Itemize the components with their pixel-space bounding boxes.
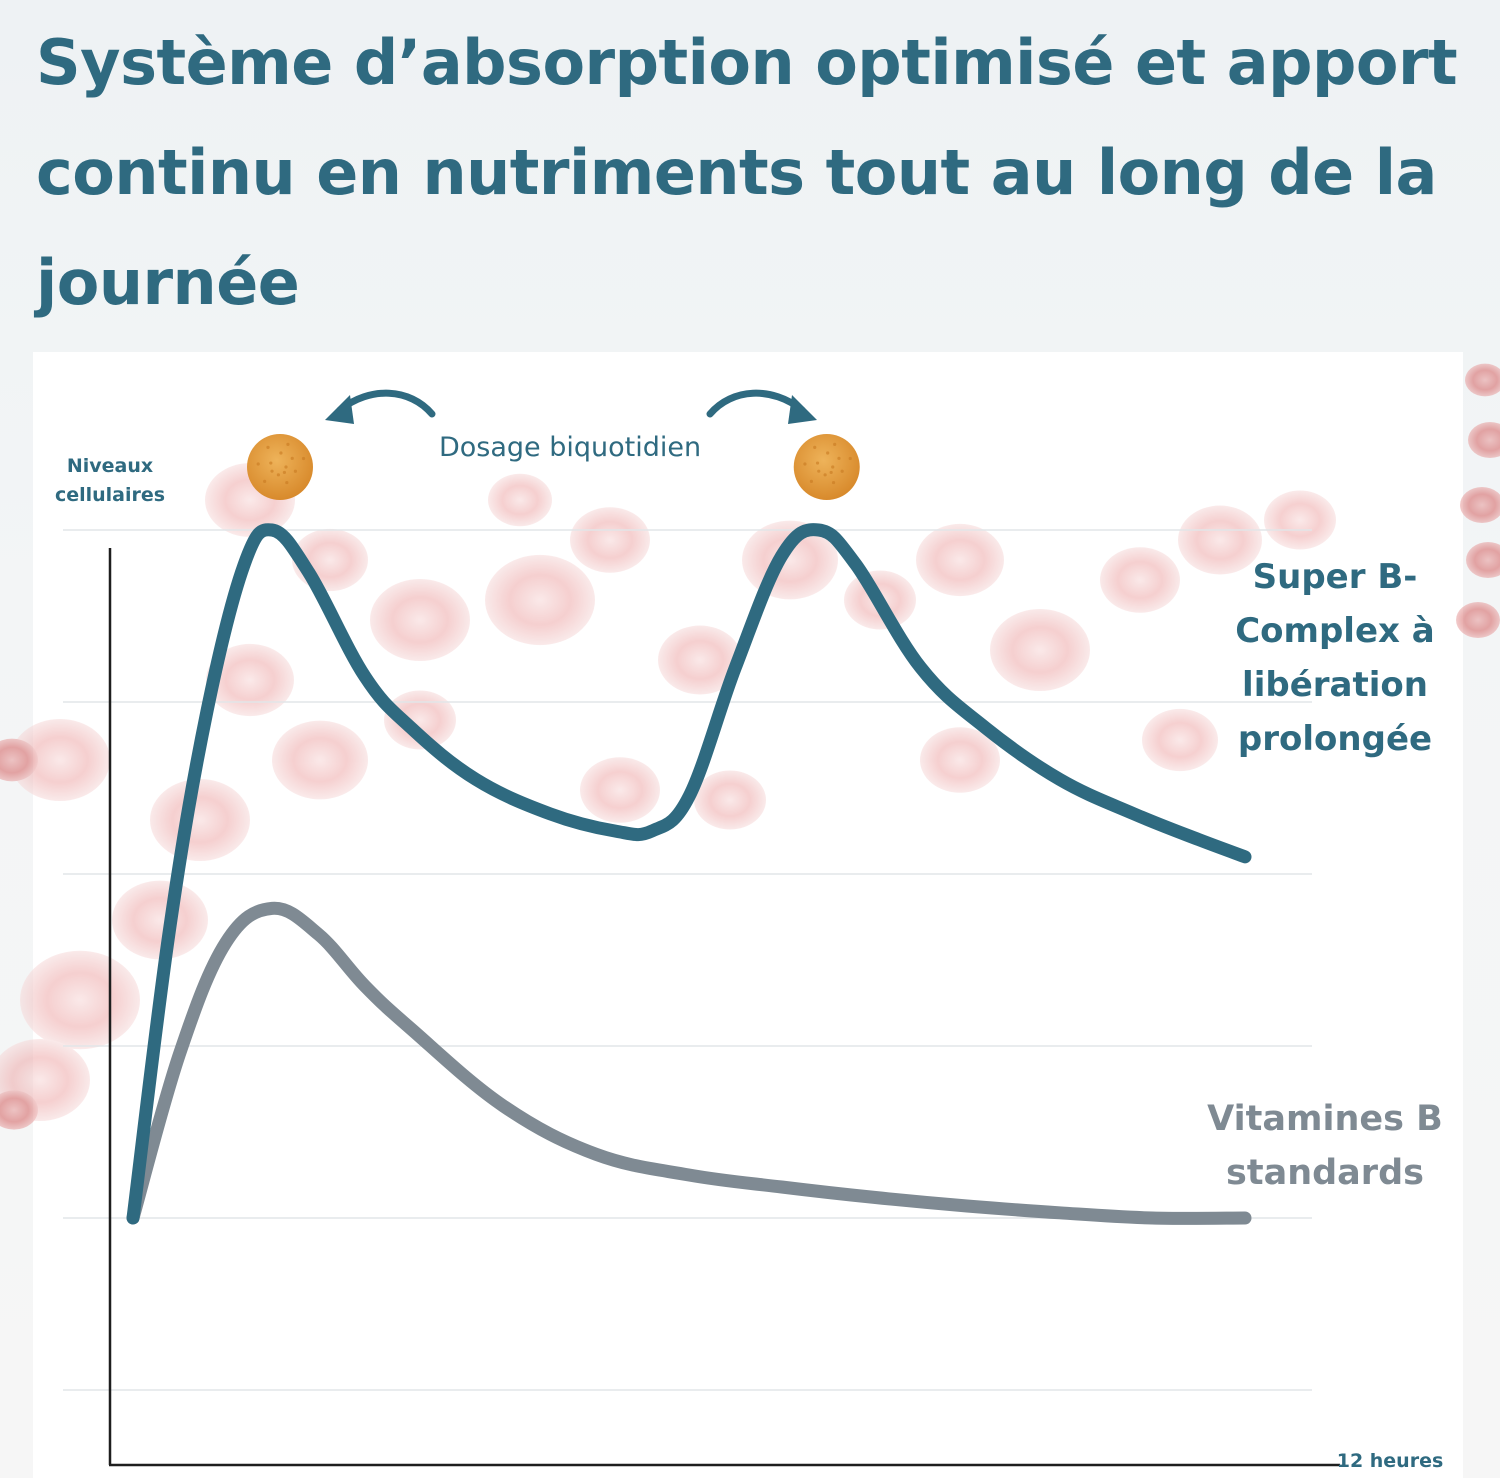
legend-standard-line-2: standards bbox=[1226, 1153, 1424, 1193]
tablet-speck bbox=[282, 470, 287, 475]
blood-cell bbox=[20, 950, 140, 1050]
blood-cell bbox=[1466, 541, 1500, 579]
legend-super-line-4: prolongée bbox=[1237, 719, 1433, 759]
arrow-right bbox=[706, 389, 806, 418]
tablet-speck bbox=[831, 465, 835, 469]
blood-cell bbox=[150, 779, 250, 861]
tablet-speck bbox=[279, 451, 283, 455]
tablet-speck bbox=[817, 469, 821, 473]
blood-cell bbox=[485, 554, 595, 646]
background-blood-cells bbox=[0, 363, 1500, 1130]
arrow-right-head bbox=[788, 395, 817, 424]
tablet-speck bbox=[833, 442, 837, 446]
blood-cell bbox=[1456, 601, 1500, 639]
tablet-speck bbox=[829, 470, 833, 475]
blood-cell bbox=[658, 625, 742, 695]
blood-cell bbox=[0, 1090, 38, 1130]
legend-standard-vitamins: Vitamines B standards bbox=[1195, 1092, 1455, 1200]
dosage-annotation: Dosage biquotidien bbox=[438, 432, 702, 463]
dose-markers bbox=[247, 434, 860, 500]
tablet-speck bbox=[269, 461, 273, 465]
blood-cell bbox=[990, 609, 1090, 691]
tablet-speck bbox=[823, 473, 827, 477]
tablet-speck bbox=[293, 469, 298, 473]
legend-super-line-2: Complex à bbox=[1235, 611, 1435, 651]
blood-cell bbox=[112, 880, 208, 960]
tablet-speck bbox=[837, 456, 841, 460]
legend-super-b-complex: Super B- Complex à libération prolongée bbox=[1210, 550, 1460, 766]
blood-cell bbox=[384, 690, 456, 750]
blood-cell bbox=[694, 770, 766, 830]
blood-cell bbox=[916, 523, 1004, 597]
tablet-speck bbox=[848, 456, 852, 461]
tablet-speck bbox=[840, 469, 844, 473]
tablet-speck bbox=[826, 451, 830, 455]
legend-super-line-1: Super B- bbox=[1252, 557, 1418, 597]
blood-cell bbox=[1465, 363, 1500, 397]
blood-cell bbox=[580, 757, 660, 823]
tablet-speck bbox=[803, 462, 807, 466]
blood-cell bbox=[272, 720, 368, 800]
blood-cell bbox=[920, 727, 1000, 793]
tablet-speck bbox=[815, 461, 820, 465]
tablet-speck bbox=[813, 445, 817, 449]
series-lines bbox=[126, 523, 1252, 1225]
tablet-speck bbox=[270, 469, 274, 473]
tablet-speck bbox=[285, 480, 289, 485]
blood-cell bbox=[0, 738, 38, 782]
tablet-speck bbox=[301, 456, 306, 461]
dose-tablet-2 bbox=[793, 434, 860, 500]
blood-cell bbox=[1100, 547, 1180, 613]
blood-cell bbox=[10, 719, 110, 801]
arrow-left-head bbox=[325, 395, 354, 424]
series-line-standard bbox=[126, 901, 1252, 1225]
blood-cell bbox=[570, 507, 650, 573]
blood-cell bbox=[1142, 708, 1218, 772]
blood-cell bbox=[1468, 421, 1500, 459]
legend-standard-line-1: Vitamines B bbox=[1207, 1099, 1443, 1139]
tablet-speck bbox=[263, 479, 267, 483]
tablet-speck bbox=[266, 445, 270, 449]
x-axis-label: 12 heures bbox=[1336, 1450, 1444, 1472]
y-axis-label: Niveaux cellulaires bbox=[54, 455, 166, 506]
blood-cell bbox=[370, 579, 470, 661]
page-title: Système d’absorption optimisé et apport … bbox=[36, 26, 1458, 319]
blood-cell bbox=[206, 643, 294, 717]
blood-cell bbox=[1460, 486, 1500, 524]
blood-cell bbox=[1264, 490, 1336, 550]
legend-super-line-3: libération bbox=[1242, 665, 1428, 705]
tablet-speck bbox=[256, 462, 260, 466]
series-line-super bbox=[126, 523, 1252, 1225]
tablet-speck bbox=[284, 465, 288, 469]
dose-arrows bbox=[325, 389, 817, 424]
axes bbox=[108, 548, 1340, 1467]
blood-cell bbox=[488, 473, 552, 527]
tablet-speck bbox=[290, 456, 294, 460]
blood-cell bbox=[1178, 505, 1262, 575]
tablet-speck bbox=[286, 442, 290, 446]
tablet-speck bbox=[809, 479, 813, 483]
tablet-speck bbox=[831, 480, 836, 485]
dose-tablet-1 bbox=[247, 434, 313, 500]
tablet-speck bbox=[276, 473, 280, 477]
arrow-left bbox=[336, 389, 436, 418]
